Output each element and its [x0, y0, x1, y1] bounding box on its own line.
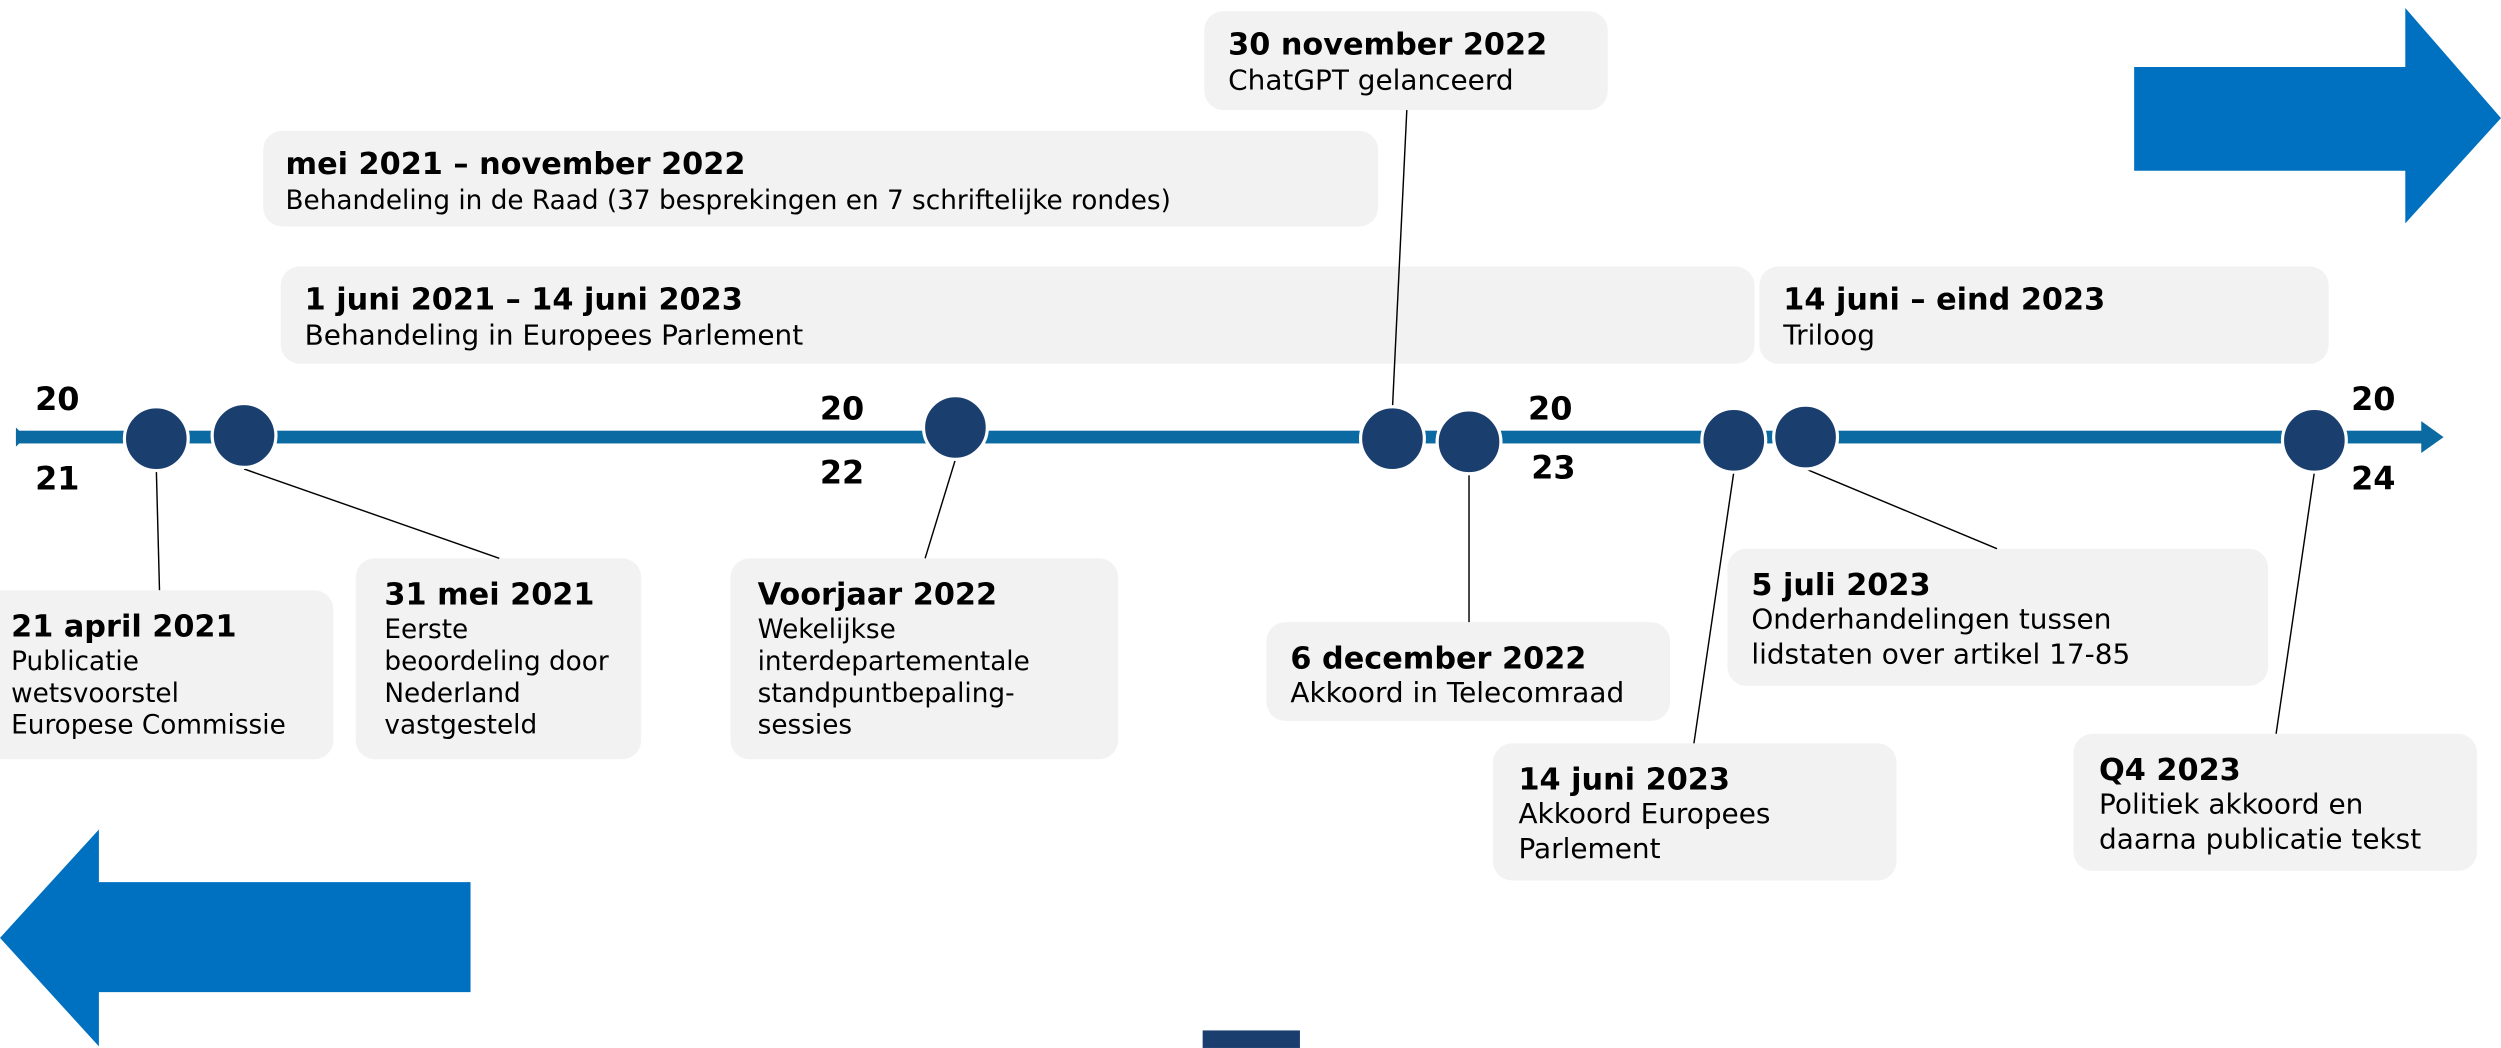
text-box — [0, 590, 334, 760]
text-box — [280, 266, 1755, 364]
text-box — [1204, 11, 1608, 111]
milestone-dot — [210, 401, 278, 469]
text-box — [1759, 266, 2329, 364]
footer-block — [1202, 1030, 1300, 1048]
connector — [2275, 472, 2316, 734]
text-box — [263, 130, 1379, 227]
text-box — [1266, 622, 1670, 721]
span-title: 1 juni 2021 – 14 juni 2023 — [305, 282, 743, 317]
connector — [1805, 468, 1998, 550]
year-bottom: 21 — [35, 460, 79, 498]
past-arrow — [0, 829, 471, 1047]
span-title: mei 2021 – november 2022 — [286, 147, 746, 182]
span-text: Triloog — [1782, 319, 1875, 352]
milestone-dot — [122, 405, 190, 473]
connector — [1391, 110, 1408, 409]
span-text: ChatGPT gelanceerd — [1228, 63, 1513, 96]
year-bottom: 23 — [1531, 449, 1575, 487]
connector — [924, 459, 957, 559]
year-top: 20 — [35, 380, 79, 418]
event-text: Parlement — [1518, 832, 1660, 865]
text-box — [730, 558, 1119, 760]
connector — [1693, 472, 1735, 744]
event-text: lidstaten over artikel 17-85 — [1751, 638, 2130, 671]
event-title: 6 december 2022 — [1290, 641, 1586, 676]
span-title: 14 juni – eind 2023 — [1783, 282, 2105, 317]
year-top: 20 — [820, 390, 864, 428]
event-title: 31 mei 2021 — [384, 578, 594, 613]
event-title: Voorjaar 2022 — [758, 578, 997, 613]
connector — [155, 468, 161, 591]
event-text: Onderhandelingen tussen — [1751, 602, 2111, 635]
text-box — [1492, 743, 1897, 881]
event-text: daarna publicatie tekst — [2099, 823, 2421, 856]
event-text: Akkoord in Telecomraad — [1290, 676, 1624, 709]
event-text: Akkoord Europees — [1518, 797, 1770, 830]
event-text: standpuntbepaling- — [758, 679, 1015, 709]
year-top: 20 — [2351, 380, 2395, 418]
event-text: Nederland — [384, 679, 520, 709]
future-arrow — [2134, 8, 2501, 224]
year-bottom: 22 — [820, 453, 864, 491]
event-title: 14 juni 2023 — [1518, 763, 1730, 798]
span-text: Behandeling in de Raad (37 besprekingen … — [286, 186, 1171, 216]
event-text: Wekelijkse — [758, 615, 896, 645]
event-text: Politiek akkoord en — [2099, 787, 2363, 820]
milestone-dot — [1700, 406, 1768, 474]
event-text: interdepartementale — [758, 647, 1030, 677]
span-text: Behandeling in Europees Parlement — [305, 319, 804, 352]
text-box — [1727, 548, 2269, 686]
event-title: 21 april 2021 — [11, 609, 236, 644]
text-box — [2073, 733, 2478, 871]
event-title: 5 juli 2023 — [1751, 568, 1930, 603]
milestone-dot — [921, 394, 989, 461]
span-title: 30 november 2022 — [1228, 27, 1547, 62]
event-text: Europese Commissie — [11, 711, 286, 741]
event-text: vastgesteld — [384, 711, 537, 741]
axis-tail — [15, 427, 26, 447]
event-text: sessies — [758, 711, 852, 741]
year-top: 20 — [1528, 390, 1572, 428]
milestone-dot — [2280, 406, 2348, 474]
milestone-dot — [1772, 403, 1840, 471]
event-title: Q4 2023 — [2099, 753, 2241, 788]
event-text: Eerste — [384, 615, 468, 645]
text-box — [355, 558, 642, 760]
year-bottom: 24 — [2351, 460, 2395, 498]
milestone-dot — [1435, 408, 1503, 476]
event-text: wetsvoorstel — [11, 679, 179, 709]
event-text: Publicatie — [11, 647, 139, 677]
connector — [243, 468, 500, 559]
axis-arrowhead — [2421, 421, 2444, 454]
milestone-dot — [1358, 405, 1426, 473]
event-text: beoordeling door — [384, 647, 608, 677]
timeline-axis — [15, 430, 2428, 444]
